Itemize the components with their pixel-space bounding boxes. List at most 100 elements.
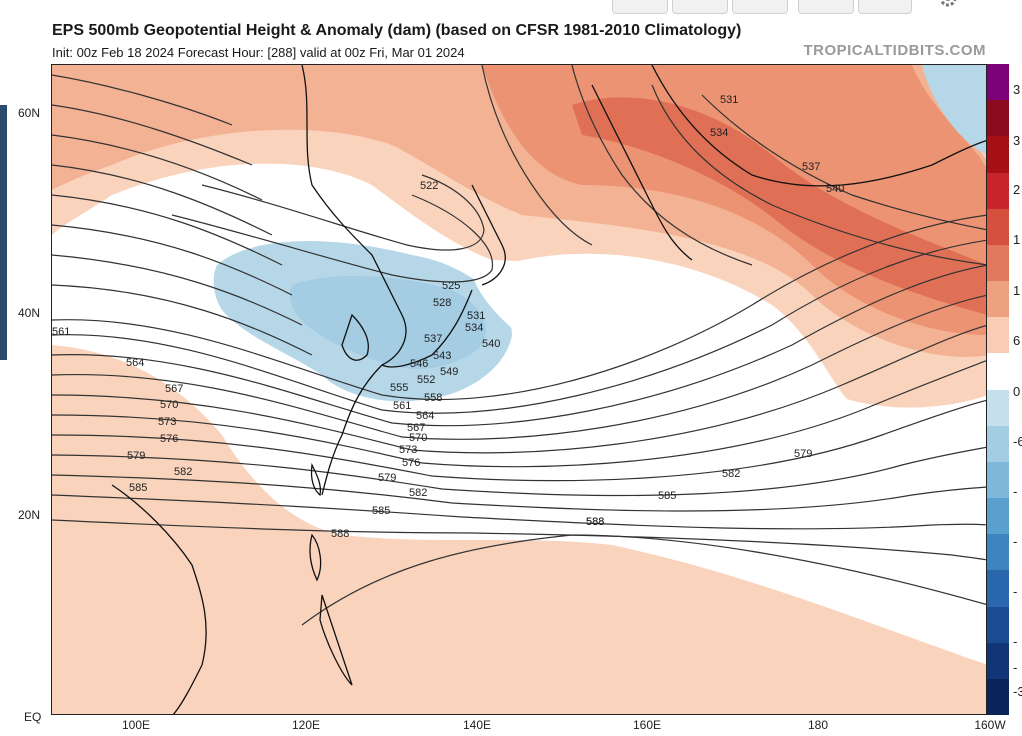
toolbar-button-4[interactable] (798, 0, 854, 14)
colorbar-swatch (987, 353, 1009, 390)
colorbar-swatch (987, 498, 1009, 535)
colorbar-swatch (987, 461, 1009, 499)
contour-label: 570 (160, 399, 178, 411)
colorbar-tick-label: -6 (1013, 434, 1022, 449)
lat-label-eq: EQ (24, 710, 42, 724)
contour-label: 585 (372, 505, 390, 517)
contour-label: 555 (390, 382, 408, 394)
colorbar-swatch (987, 172, 1009, 210)
lat-label-40n: 40N (18, 306, 41, 320)
contour-label: 537 (802, 161, 820, 173)
colorbar-swatch (987, 606, 1009, 644)
contour-label: 546 (410, 358, 428, 370)
colorbar-swatch (987, 208, 1009, 246)
anomaly-map: 522 525 528 531 534 537 540 543 546 549 … (52, 65, 986, 714)
anomaly-shade-north-4 (572, 97, 986, 315)
toolbar-button-3[interactable] (732, 0, 788, 14)
contour-label: 570 (409, 432, 427, 444)
toolbar-button-2[interactable] (672, 0, 728, 14)
colorbar-swatch (987, 100, 1009, 137)
lat-label-60n: 60N (18, 106, 41, 120)
contour-label: 540 (826, 183, 844, 195)
contour-label: 561 (52, 326, 70, 338)
colorbar-tick-label: 1 (1013, 232, 1021, 247)
colorbar-tick-label: 0 (1013, 384, 1021, 399)
contour-label: 534 (710, 127, 728, 139)
colorbar-swatch (987, 64, 1009, 101)
toolbar-button-5[interactable] (858, 0, 912, 14)
contour-label: 549 (440, 366, 458, 378)
contour-label: 588 (586, 516, 604, 528)
contour-label: 564 (126, 357, 144, 369)
contour-label: 576 (402, 457, 420, 469)
contour-label: 534 (465, 322, 483, 334)
colorbar-swatch (987, 317, 1009, 354)
side-panel-tab[interactable] (0, 105, 7, 360)
contour-label: 567 (407, 422, 425, 434)
colorbar-tick-label: 3 (1013, 82, 1021, 97)
lat-label-20n: 20N (18, 508, 41, 522)
contour-label: 573 (399, 444, 417, 456)
anomaly-shade-korea-negative-2 (289, 275, 486, 369)
colorbar-swatch (987, 389, 1009, 427)
colorbar-tick-label: 3 (1013, 133, 1021, 148)
colorbar-swatch (987, 642, 1009, 680)
anomaly-shade-arctic-negative (922, 65, 986, 155)
contour-label: 585 (129, 482, 147, 494)
contour-label: 588 (586, 516, 604, 528)
lon-label-160w: 160W (974, 718, 1006, 732)
contour-label: 558 (424, 392, 442, 404)
anomaly-shade-south-edge (612, 539, 986, 665)
colorbar-tick-label: - (1013, 660, 1018, 675)
colorbar-swatch (987, 136, 1009, 173)
colorbar-swatch (987, 244, 1009, 282)
colorbar-tick-label: - (1013, 584, 1018, 599)
contour-label: 579 (127, 450, 145, 462)
contour-label: 585 (658, 490, 676, 502)
colorbar-tick-label: - (1013, 484, 1018, 499)
colorbar-tick-label: - (1013, 534, 1018, 549)
contour-label: 540 (482, 338, 500, 350)
site-credit: TROPICALTIDBITS.COM (803, 42, 986, 59)
page-title: EPS 500mb Geopotential Height & Anomaly … (52, 22, 742, 39)
contour-label: 579 (794, 448, 812, 460)
contour-label: 576 (160, 433, 178, 445)
contour-label: 561 (393, 400, 411, 412)
colorbar-tick-label: -3 (1013, 684, 1022, 699)
colorbar-swatch (987, 281, 1009, 318)
contour-label: 564 (416, 410, 434, 422)
contour-label: 573 (158, 416, 176, 428)
lon-label-120e: 120E (291, 718, 321, 732)
map-panel: 522 525 528 531 534 537 540 543 546 549 … (51, 64, 987, 715)
contour-label: 588 (331, 528, 349, 540)
colorbar (987, 64, 1009, 716)
coastlines (111, 65, 986, 714)
colorbar-swatch (987, 570, 1009, 607)
neutral-band (472, 253, 852, 408)
colorbar-tick-label: 1 (1013, 283, 1021, 298)
colorbar-swatch (987, 678, 1009, 716)
lon-label-180: 180 (807, 718, 829, 732)
contour-label: 567 (165, 383, 183, 395)
contour-label: 528 (433, 297, 451, 309)
contour-label: 537 (424, 333, 442, 345)
contour-label: 579 (378, 472, 396, 484)
forecast-subtitle: Init: 00z Feb 18 2024 Forecast Hour: [28… (52, 45, 465, 60)
contour-label: 552 (417, 374, 435, 386)
colorbar-swatch (987, 534, 1009, 571)
contour-label: 531 (467, 310, 485, 322)
lon-label-140e: 140E (462, 718, 492, 732)
lon-label-100e: 100E (121, 718, 151, 732)
contour-label: 522 (420, 180, 438, 192)
colorbar-swatch (987, 425, 1009, 463)
contour-labels: 522 525 528 531 534 537 540 543 546 549 … (52, 94, 844, 540)
colorbar-tick-label: - (1013, 634, 1018, 649)
contour-label: 543 (433, 350, 451, 362)
gear-icon[interactable] (936, 0, 960, 12)
lon-label-160e: 160E (632, 718, 662, 732)
contour-label: 525 (442, 280, 460, 292)
contour-label: 582 (722, 468, 740, 480)
toolbar-button-1[interactable] (612, 0, 668, 14)
colorbar-tick-label: 2 (1013, 182, 1021, 197)
contour-label: 582 (174, 466, 192, 478)
